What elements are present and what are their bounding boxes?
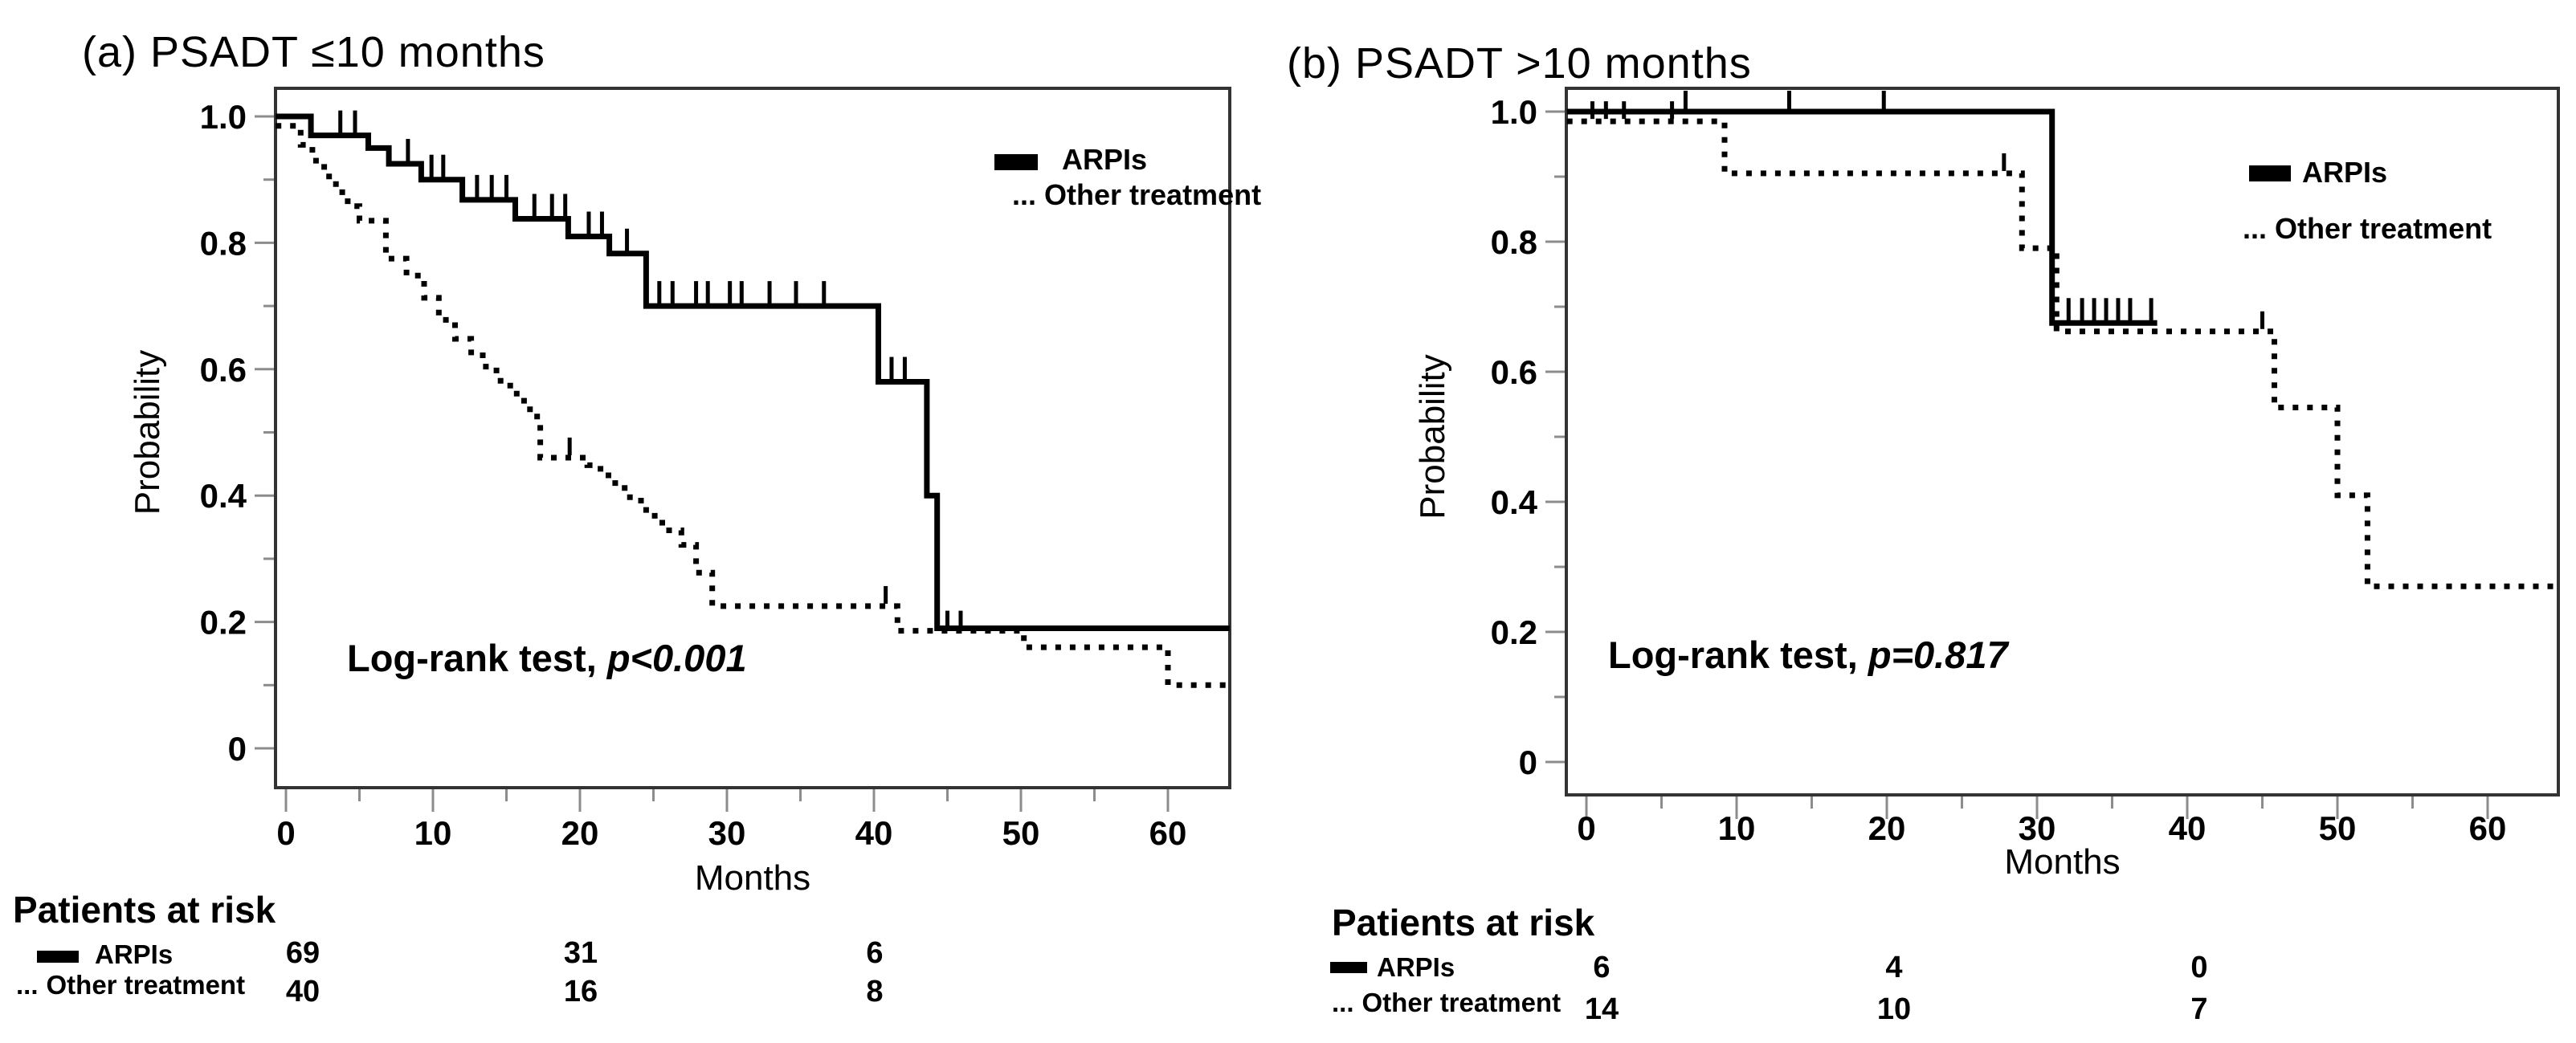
dotted-line-icon: ...	[2243, 212, 2268, 245]
risk-table-title-a: Patients at risk	[13, 889, 276, 931]
x-tick-label: 40	[2169, 809, 2207, 847]
risk-value: 16	[563, 975, 598, 1008]
legend-other-item-a: ... Other treatment	[1012, 178, 1261, 212]
x-axis: 0 10 20 30 40 50 60	[276, 789, 1186, 852]
x-tick-label: 0	[276, 814, 295, 852]
panel-b-title: (b) PSADT >10 months	[1287, 39, 1752, 88]
dotted-line-icon: ...	[1012, 178, 1037, 211]
logrank-annotation-b: Log-rank test, p=0.817	[1608, 633, 2008, 677]
other-treatment-curve-a	[276, 123, 1230, 688]
x-tick-label: 50	[1002, 814, 1040, 852]
risk-value: 14	[1584, 992, 1619, 1026]
censor-ticks	[567, 437, 963, 629]
censor-ticks	[1590, 101, 2264, 329]
y-tick-label: 1.0	[1491, 93, 1537, 131]
y-tick-label: 0	[228, 730, 247, 768]
legend-arpis-swatch-b	[2249, 165, 2291, 181]
y-tick-label: 0.8	[1491, 223, 1537, 261]
logrank-p-value: p<0.001	[606, 637, 747, 679]
x-axis-label: Months	[2004, 842, 2120, 882]
legend-arpis-label-a: ARPIs	[1062, 143, 1148, 176]
x-tick-label: 30	[2019, 809, 2056, 847]
km-panel-b: 1.0 0.8 0.6 0.4 0.2 0 0 10 20 30 40 50 60 Months Proba…	[1413, 87, 2560, 882]
legend-other-label-b: Other treatment	[2275, 212, 2492, 245]
x-tick-label: 50	[2319, 809, 2357, 847]
km-panel-a: 1.0 0.8 0.6 0.4 0.2 0 0 10 20 30 40 50 60 Months Proba…	[128, 87, 1231, 898]
logrank-annotation-a: Log-rank test, p<0.001	[347, 636, 747, 680]
x-axis: 0 10 20 30 40 50 60	[1577, 797, 2506, 847]
y-tick-label: 0.2	[1491, 613, 1537, 651]
risk-value: 6	[866, 936, 884, 970]
risk-row-label: ARPIs	[1377, 952, 1455, 982]
panel-a-title: (a) PSADT ≤10 months	[82, 28, 545, 76]
plot-frame	[1565, 87, 2560, 797]
risk-value: 69	[285, 936, 320, 970]
y-axis: 1.0 0.8 0.6 0.4 0.2 0	[1491, 93, 1565, 781]
risk-row-label-text: Other treatment	[1361, 988, 1562, 1017]
censor-ticks	[1683, 91, 2153, 321]
logrank-prefix: Log-rank test,	[347, 637, 607, 679]
x-tick-label: 0	[1577, 809, 1595, 847]
legend-other-label-a: Other treatment	[1044, 178, 1262, 211]
dotted-line-icon: ...	[1332, 988, 1354, 1017]
arpis-curve-b	[1566, 108, 2158, 326]
y-tick-label: 0.4	[1491, 483, 1538, 521]
y-tick-label: 0	[1519, 744, 1537, 781]
censor-ticks	[338, 110, 907, 380]
risk-row-label: ... Other treatment	[1332, 988, 1561, 1018]
risk-table-title-b: Patients at risk	[1332, 902, 1595, 943]
x-tick-label: 40	[855, 814, 893, 852]
x-tick-label: 20	[1868, 809, 1906, 847]
risk-row-label: ... Other treatment	[16, 970, 245, 1000]
y-tick-label: 0.6	[1491, 353, 1537, 391]
x-tick-label: 10	[1718, 809, 1756, 847]
legend-other-item-b: ... Other treatment	[2243, 212, 2492, 246]
logrank-prefix: Log-rank test,	[1608, 634, 1868, 676]
y-tick-label: 0.6	[200, 351, 247, 389]
x-tick-label: 20	[561, 814, 599, 852]
x-tick-label: 10	[414, 814, 452, 852]
risk-row-label-text: Other treatment	[46, 970, 246, 1000]
x-axis-label: Months	[695, 858, 810, 898]
risk-value: 0	[2190, 951, 2208, 984]
dotted-line-icon: ...	[16, 970, 39, 1000]
legend-arpis-swatch-a	[994, 154, 1038, 170]
risk-row-label: ARPIs	[95, 939, 174, 969]
y-tick-label: 1.0	[200, 98, 247, 136]
y-axis-label: Probability	[128, 350, 167, 515]
risk-value: 7	[2190, 992, 2208, 1026]
risk-arpis-swatch-b	[1330, 962, 1367, 973]
y-tick-label: 0.8	[200, 224, 247, 262]
y-tick-label: 0.4	[200, 477, 247, 515]
risk-value: 40	[285, 975, 320, 1008]
risk-value: 8	[866, 975, 884, 1008]
risk-value: 10	[1876, 992, 1912, 1026]
risk-arpis-swatch-a	[37, 951, 79, 963]
y-axis-label: Probability	[1413, 354, 1452, 519]
x-tick-label: 60	[2469, 809, 2507, 847]
plot-frame	[274, 87, 1231, 789]
arpis-curve-a	[276, 113, 1230, 631]
risk-value: 31	[563, 936, 598, 970]
x-tick-label: 30	[708, 814, 746, 852]
y-axis: 1.0 0.8 0.6 0.4 0.2 0	[200, 98, 274, 768]
logrank-p-value: p=0.817	[1868, 634, 2008, 676]
legend-arpis-label-b: ARPIs	[2302, 156, 2388, 189]
x-tick-label: 60	[1149, 814, 1187, 852]
y-tick-label: 0.2	[200, 604, 247, 642]
other-treatment-curve-b	[1566, 118, 2558, 589]
risk-value: 4	[1885, 951, 1903, 984]
risk-value: 6	[1593, 951, 1611, 984]
